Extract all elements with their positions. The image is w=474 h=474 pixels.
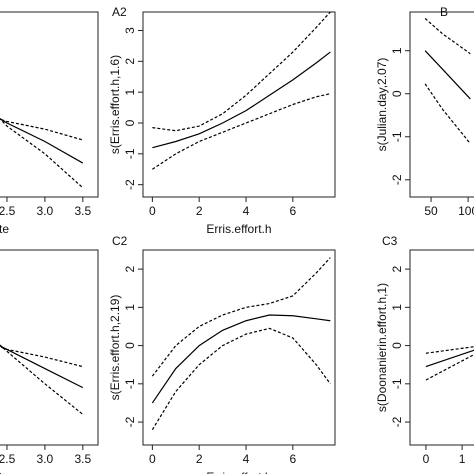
- y-tick-label: -1: [123, 378, 137, 389]
- curve: [151, 314, 331, 404]
- curve: [425, 346, 474, 354]
- x-tick-label: 2: [196, 204, 203, 218]
- plot-box: [409, 11, 474, 198]
- x-axis-label: te: [0, 470, 9, 474]
- x-tick-label: 0: [149, 204, 156, 218]
- curve: [425, 353, 474, 381]
- y-tick-label: -1: [123, 148, 137, 159]
- plot-box: [0, 11, 99, 198]
- x-tick-label: 2.5: [0, 452, 16, 466]
- y-tick-label: 0: [123, 119, 137, 126]
- curve: [424, 18, 471, 55]
- y-tick-label: 0: [390, 342, 404, 349]
- panel-label: B: [440, 5, 448, 19]
- x-axis-label: te: [0, 222, 9, 236]
- x-axis-label: Erris.effort.h: [206, 470, 271, 474]
- x-tick-label: 6: [290, 204, 297, 218]
- plot-box: [409, 249, 474, 446]
- x-tick-label: 3.0: [37, 204, 54, 218]
- x-tick-label: 6: [290, 452, 297, 466]
- x-tick-label: 3.0: [37, 452, 54, 466]
- y-tick-label: -2: [390, 416, 404, 427]
- y-tick-label: -2: [123, 416, 137, 427]
- y-tick-label: 1: [390, 47, 404, 54]
- curve: [152, 93, 331, 170]
- x-tick-label: 0: [149, 452, 156, 466]
- y-tick-label: 1: [123, 89, 137, 96]
- y-tick-label: 2: [123, 58, 137, 65]
- x-tick-label: 1: [459, 452, 466, 466]
- y-tick-label: 1: [123, 304, 137, 311]
- curve: [0, 118, 83, 141]
- curve: [0, 345, 84, 389]
- plot-box: [142, 11, 336, 198]
- x-tick-label: 4: [243, 204, 250, 218]
- y-tick-label: -2: [390, 174, 404, 185]
- curve: [152, 51, 331, 149]
- panel-label: A2: [112, 5, 127, 19]
- plot-box: [0, 249, 99, 446]
- curve: [0, 344, 84, 415]
- y-axis-label: s(Doonanierin.effort.h,1): [375, 283, 389, 412]
- curve: [152, 11, 331, 132]
- x-tick-label: 3.5: [74, 452, 91, 466]
- curve: [425, 349, 474, 368]
- y-axis-label: s(Erris.effort.h,1.6): [108, 55, 122, 154]
- y-tick-label: 0: [390, 90, 404, 97]
- y-tick-label: -1: [390, 378, 404, 389]
- curve: [0, 346, 83, 368]
- x-tick-label: 2.5: [0, 204, 16, 218]
- plot-box: [142, 249, 336, 446]
- x-tick-label: 50: [424, 204, 438, 218]
- y-axis-label: s(Julian.day,2.07): [375, 58, 389, 152]
- y-tick-label: 2: [123, 265, 137, 272]
- x-tick-label: 2: [196, 452, 203, 466]
- y-tick-label: 0: [123, 342, 137, 349]
- y-axis-label: s(Erris.effort.h,2.19): [108, 295, 122, 401]
- y-tick-label: -1: [390, 131, 404, 142]
- panel-label: C3: [382, 234, 398, 248]
- y-tick-label: 2: [390, 265, 404, 272]
- y-tick-label: -2: [123, 179, 137, 190]
- curve: [151, 327, 331, 431]
- panel-label: C2: [112, 234, 128, 248]
- curve: [424, 83, 471, 145]
- x-tick-label: 4: [243, 452, 250, 466]
- x-tick-label: 0: [423, 452, 430, 466]
- x-axis-label: Erris.effort.h: [206, 222, 271, 236]
- x-tick-label: 100: [458, 204, 474, 218]
- curve: [0, 118, 84, 189]
- y-tick-label: 1: [390, 304, 404, 311]
- curve: [0, 118, 84, 164]
- curve: [424, 50, 471, 100]
- x-tick-label: 3.5: [74, 204, 91, 218]
- y-tick-label: 3: [123, 27, 137, 34]
